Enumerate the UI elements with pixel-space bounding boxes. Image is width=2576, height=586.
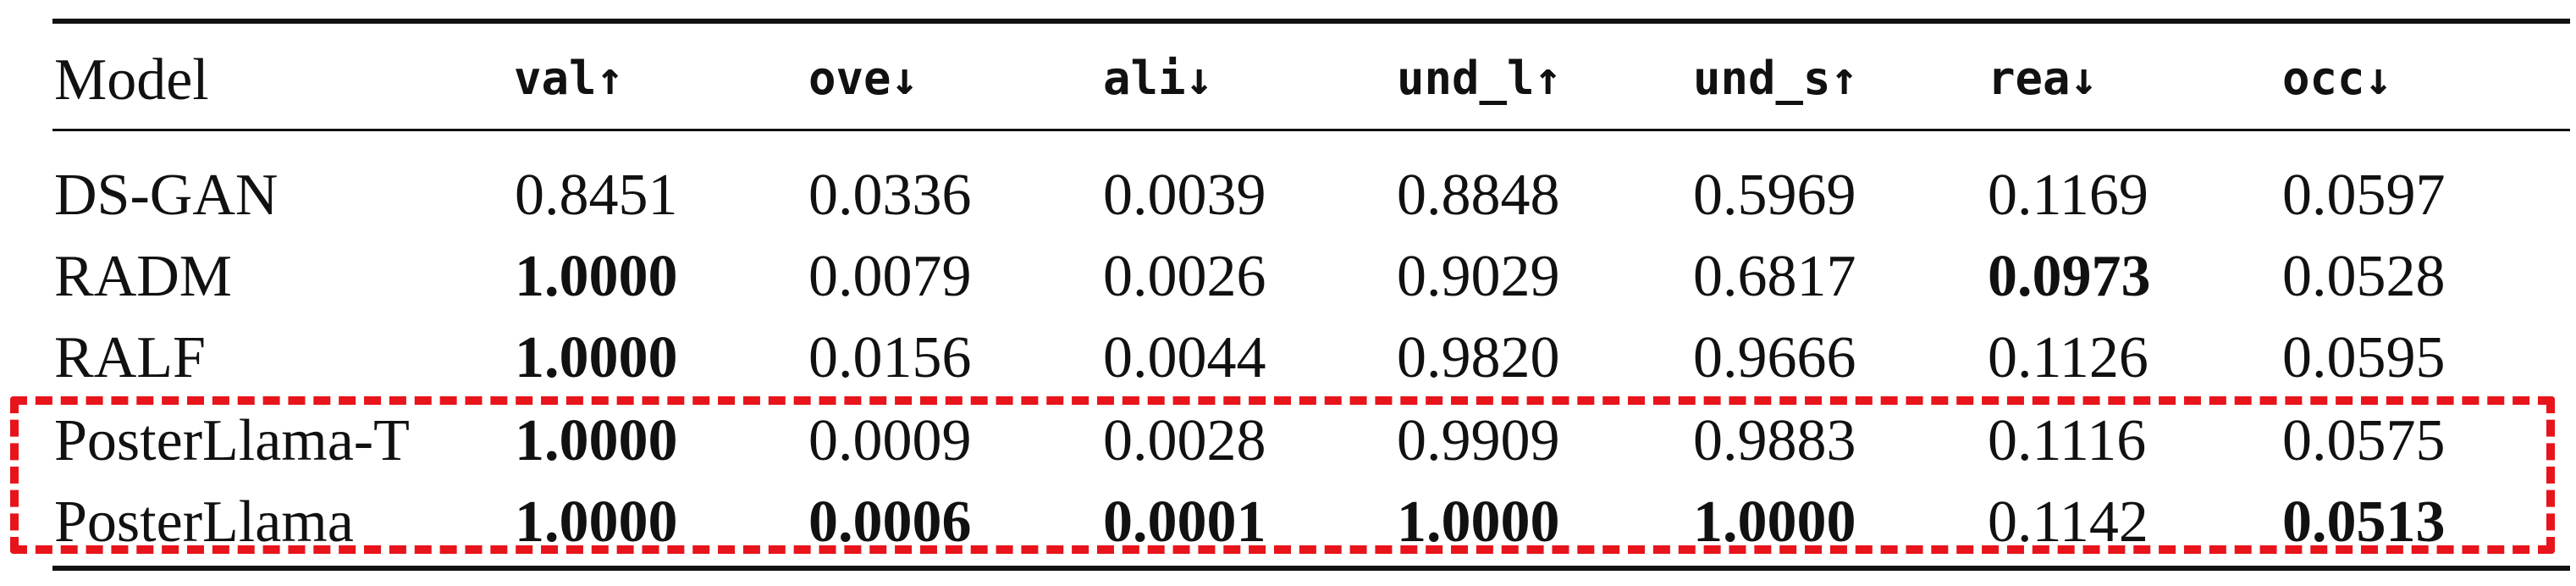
table-cell: 0.0575: [2282, 408, 2446, 473]
table-cell: 1.0000: [515, 244, 678, 309]
table-cell: 0.0039: [1103, 163, 1266, 228]
table-row-model-name: RADM: [54, 244, 233, 309]
table-cell: 0.1126: [1988, 325, 2149, 390]
table-header-rule: [52, 129, 2570, 131]
column-header-und-l: und_l↑: [1397, 52, 1563, 105]
table-cell: 0.0028: [1103, 408, 1266, 473]
table-cell: 0.0597: [2282, 163, 2446, 228]
table-bottom-rule: [52, 566, 2570, 571]
column-header-ove: ove↓: [808, 52, 919, 105]
table-cell: 0.0001: [1103, 489, 1266, 555]
table-cell: 0.9909: [1397, 408, 1560, 473]
table-row-model-name: DS-GAN: [54, 163, 279, 228]
table-cell: 0.0513: [2282, 489, 2446, 555]
table-cell: 0.1169: [1988, 163, 2149, 228]
table-cell: 0.9820: [1397, 325, 1560, 390]
table-cell: 0.6817: [1693, 244, 1856, 309]
column-header-ali: ali↓: [1103, 52, 1214, 105]
table-cell: 1.0000: [515, 325, 678, 390]
table-cell: 0.0009: [808, 408, 972, 473]
table-cell: 0.9029: [1397, 244, 1560, 309]
table-cell: 0.0595: [2282, 325, 2446, 390]
table-cell: 0.0973: [1988, 244, 2151, 309]
column-header-und-s: und_s↑: [1693, 52, 1859, 105]
table-cell: 0.0006: [808, 489, 972, 555]
highlight-dashed-box: [10, 396, 2555, 554]
table-cell: 0.0336: [808, 163, 972, 228]
table-cell: 1.0000: [1693, 489, 1856, 555]
table-row-model-name: PosterLlama: [54, 489, 354, 555]
table-cell: 0.9883: [1693, 408, 1856, 473]
table-cell: 0.9666: [1693, 325, 1856, 390]
column-header-model: Model: [54, 47, 209, 113]
column-header-rea: rea↓: [1988, 52, 2099, 105]
table-cell: 1.0000: [1397, 489, 1560, 555]
table-cell: 0.1116: [1988, 408, 2147, 473]
table-row-model-name: RALF: [54, 325, 206, 390]
table-cell: 0.0026: [1103, 244, 1266, 309]
table-cell: 0.0079: [808, 244, 972, 309]
table-cell: 0.0528: [2282, 244, 2446, 309]
table-cell: 0.1142: [1988, 489, 2149, 555]
table-row-model-name: PosterLlama-T: [54, 408, 410, 473]
table-cell: 0.5969: [1693, 163, 1856, 228]
table-cell: 0.0156: [808, 325, 972, 390]
table-top-rule: [52, 19, 2570, 24]
table-cell: 0.0044: [1103, 325, 1266, 390]
column-header-occ: occ↓: [2282, 52, 2393, 105]
table-cell: 0.8848: [1397, 163, 1560, 228]
table-cell: 1.0000: [515, 489, 678, 555]
table-cell: 1.0000: [515, 408, 678, 473]
table-cell: 0.8451: [515, 163, 678, 228]
column-header-val: val↑: [514, 52, 625, 105]
